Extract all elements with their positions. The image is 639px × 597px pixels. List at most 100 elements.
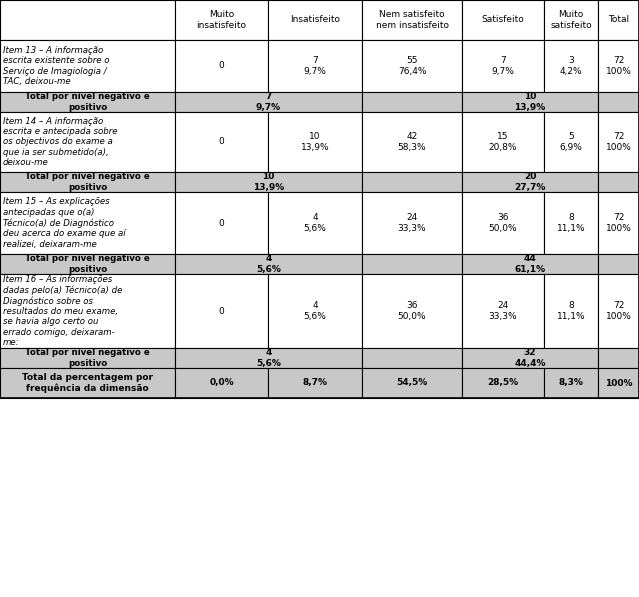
Bar	[598, 348, 639, 368]
Text: 8,7%: 8,7%	[302, 378, 328, 387]
Text: 3
4,2%: 3 4,2%	[560, 56, 582, 76]
Text: 0: 0	[219, 306, 224, 315]
Bar	[0, 274, 175, 348]
Text: 8
11,1%: 8 11,1%	[557, 213, 585, 233]
Text: Total por nível negativo e
positivo: Total por nível negativo e positivo	[25, 348, 150, 368]
Bar	[598, 40, 639, 92]
Bar	[462, 192, 544, 254]
Text: 10
13,9%: 10 13,9%	[253, 173, 284, 192]
Text: 0: 0	[219, 61, 224, 70]
Bar	[544, 274, 598, 348]
Bar	[0, 192, 175, 254]
Text: 4
5,6%: 4 5,6%	[304, 213, 327, 233]
Bar	[462, 92, 598, 112]
Text: 32
44,4%: 32 44,4%	[514, 348, 546, 368]
Text: 72
100%: 72 100%	[606, 213, 631, 233]
Text: 44
61,1%: 44 61,1%	[514, 254, 546, 273]
Text: Total por nível negativo e
positivo: Total por nível negativo e positivo	[25, 254, 150, 273]
Text: Item 16 – As informações
dadas pelo(a) Técnico(a) de
Diagnóstico sobre os
result: Item 16 – As informações dadas pelo(a) T…	[3, 275, 123, 347]
Text: 4
5,6%: 4 5,6%	[304, 301, 327, 321]
Bar	[362, 112, 462, 172]
Text: Insatisfeito: Insatisfeito	[290, 16, 340, 24]
Bar	[362, 368, 462, 398]
Bar	[362, 348, 462, 368]
Bar	[544, 0, 598, 40]
Text: 8
11,1%: 8 11,1%	[557, 301, 585, 321]
Bar	[268, 368, 362, 398]
Text: Total por nível negativo e
positivo: Total por nível negativo e positivo	[25, 173, 150, 192]
Text: 24
33,3%: 24 33,3%	[489, 301, 518, 321]
Bar	[175, 192, 268, 254]
Bar	[268, 112, 362, 172]
Bar	[362, 192, 462, 254]
Bar	[362, 172, 462, 192]
Bar	[462, 40, 544, 92]
Text: 55
76,4%: 55 76,4%	[397, 56, 426, 76]
Bar	[175, 274, 268, 348]
Text: 28,5%: 28,5%	[488, 378, 519, 387]
Bar	[544, 368, 598, 398]
Bar	[462, 0, 544, 40]
Text: 8,3%: 8,3%	[558, 378, 583, 387]
Text: 36
50,0%: 36 50,0%	[489, 213, 518, 233]
Bar	[0, 92, 175, 112]
Text: 4
5,6%: 4 5,6%	[256, 254, 281, 273]
Bar	[0, 0, 175, 40]
Bar	[462, 348, 598, 368]
Text: 4
5,6%: 4 5,6%	[256, 348, 281, 368]
Bar	[462, 254, 598, 274]
Bar	[544, 40, 598, 92]
Text: Total: Total	[608, 16, 629, 24]
Text: Muito
satisfeito: Muito satisfeito	[550, 10, 592, 30]
Text: 42
58,3%: 42 58,3%	[397, 133, 426, 152]
Bar	[362, 92, 462, 112]
Bar	[175, 92, 362, 112]
Text: 0: 0	[219, 137, 224, 146]
Bar	[268, 274, 362, 348]
Bar	[362, 274, 462, 348]
Bar	[598, 112, 639, 172]
Text: 100%: 100%	[604, 378, 632, 387]
Bar	[598, 92, 639, 112]
Bar	[175, 254, 362, 274]
Text: 7
9,7%: 7 9,7%	[256, 93, 281, 112]
Bar	[462, 172, 598, 192]
Text: Item 14 – A informação
escrita e antecipada sobre
os objectivos do exame a
que i: Item 14 – A informação escrita e antecip…	[3, 116, 118, 167]
Bar	[598, 368, 639, 398]
Bar	[0, 0, 639, 398]
Bar	[544, 112, 598, 172]
Bar	[362, 254, 462, 274]
Bar	[462, 112, 544, 172]
Bar	[175, 112, 268, 172]
Bar	[362, 40, 462, 92]
Text: 10
13,9%: 10 13,9%	[301, 133, 329, 152]
Bar	[0, 40, 175, 92]
Bar	[268, 192, 362, 254]
Bar	[598, 172, 639, 192]
Bar	[175, 0, 268, 40]
Text: Muito
insatisfeito: Muito insatisfeito	[197, 10, 247, 30]
Text: 54,5%: 54,5%	[396, 378, 427, 387]
Text: 72
100%: 72 100%	[606, 56, 631, 76]
Bar	[0, 172, 175, 192]
Text: 72
100%: 72 100%	[606, 301, 631, 321]
Text: Total da percentagem por
frequência da dimensão: Total da percentagem por frequência da d…	[22, 373, 153, 393]
Bar	[268, 0, 362, 40]
Bar	[462, 368, 544, 398]
Bar	[175, 368, 268, 398]
Bar	[598, 192, 639, 254]
Text: 0,0%: 0,0%	[209, 378, 234, 387]
Text: 20
27,7%: 20 27,7%	[514, 173, 546, 192]
Bar	[598, 254, 639, 274]
Bar	[175, 172, 362, 192]
Bar	[0, 368, 175, 398]
Text: 10
13,9%: 10 13,9%	[514, 93, 546, 112]
Bar	[462, 274, 544, 348]
Text: Satisfeito: Satisfeito	[482, 16, 525, 24]
Bar	[0, 254, 175, 274]
Bar	[0, 112, 175, 172]
Text: Nem satisfeito
nem insatisfeito: Nem satisfeito nem insatisfeito	[376, 10, 449, 30]
Bar	[175, 40, 268, 92]
Bar	[544, 192, 598, 254]
Text: 24
33,3%: 24 33,3%	[397, 213, 426, 233]
